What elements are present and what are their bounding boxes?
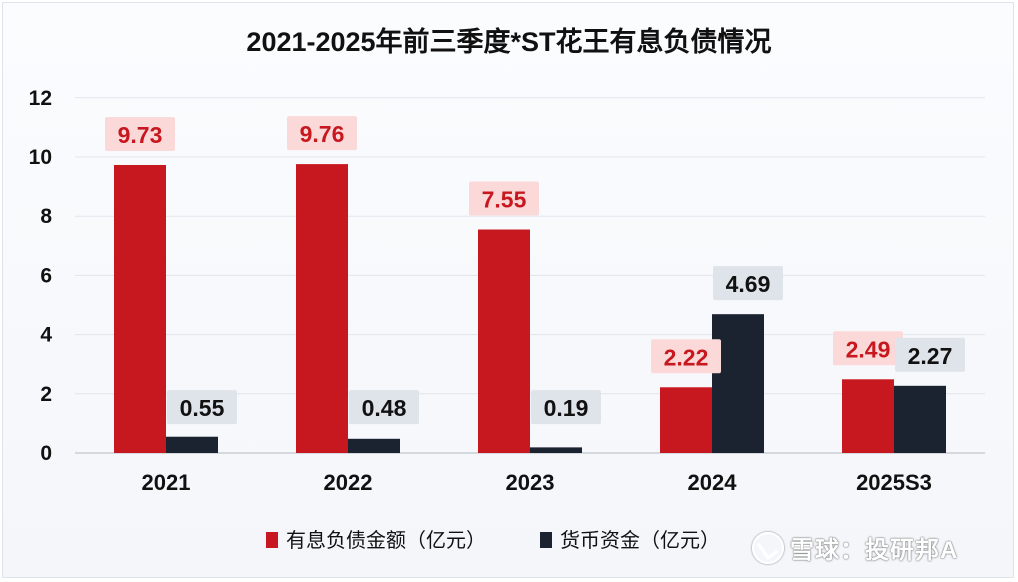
data-label: 0.55 xyxy=(180,395,225,421)
data-label-bg xyxy=(469,181,539,216)
y-tick-label: 2 xyxy=(40,383,52,406)
bar-interest-bearing-debt xyxy=(114,164,166,453)
data-label-bg xyxy=(349,390,419,425)
bar-monetary-funds xyxy=(530,447,582,453)
bar-interest-bearing-debt xyxy=(478,229,530,453)
bar-interest-bearing-debt xyxy=(296,164,348,453)
data-label: 2.22 xyxy=(664,344,709,370)
bar-monetary-funds xyxy=(712,314,764,453)
legend-swatch-monetary-funds xyxy=(540,532,552,548)
legend-swatch-interest-bearing-debt xyxy=(266,532,278,548)
legend-label-interest-bearing-debt: 有息负债金额（亿元） xyxy=(286,529,486,552)
bar-monetary-funds xyxy=(894,385,946,453)
bar-monetary-funds xyxy=(348,438,400,453)
data-label-bg xyxy=(105,116,175,151)
data-label-bg xyxy=(531,390,601,425)
data-label-bg xyxy=(713,266,783,301)
data-label: 9.73 xyxy=(118,122,163,148)
y-tick-label: 8 xyxy=(40,205,52,228)
x-tick-label: 2025S3 xyxy=(856,470,932,495)
x-tick-label: 2021 xyxy=(142,470,191,495)
watermark: 雪球：投研邦A xyxy=(752,530,958,565)
data-label-bg xyxy=(287,116,357,151)
y-tick-label: 0 xyxy=(40,442,52,465)
data-label: 9.76 xyxy=(300,121,345,147)
x-tick-label: 2024 xyxy=(688,470,738,495)
data-label: 2.27 xyxy=(908,343,953,369)
data-label-bg xyxy=(895,337,965,372)
y-tick-label: 4 xyxy=(40,324,52,347)
x-tick-label: 2022 xyxy=(324,470,373,495)
chart-title: 2021-2025年前三季度*ST花王有息负债情况 xyxy=(246,27,772,57)
data-label: 2.49 xyxy=(846,336,891,362)
y-tick-label: 12 xyxy=(29,87,52,110)
y-tick-label: 6 xyxy=(40,264,52,287)
bar-interest-bearing-debt xyxy=(842,379,894,453)
bar-interest-bearing-debt xyxy=(660,387,712,453)
data-label: 0.48 xyxy=(362,395,407,421)
data-label: 0.19 xyxy=(544,395,589,421)
data-label-bg xyxy=(833,331,903,366)
data-label-bg xyxy=(167,390,237,425)
x-tick-label: 2023 xyxy=(506,470,555,495)
data-label-bg xyxy=(651,339,721,374)
watermark-text: 雪球：投研邦A xyxy=(790,537,959,564)
bar-monetary-funds xyxy=(166,436,218,453)
legend-label-monetary-funds: 货币资金（亿元） xyxy=(560,529,720,552)
data-label: 7.55 xyxy=(482,187,527,213)
data-label: 4.69 xyxy=(726,271,771,297)
y-tick-label: 10 xyxy=(29,146,52,169)
snowball-logo-icon xyxy=(752,532,784,564)
